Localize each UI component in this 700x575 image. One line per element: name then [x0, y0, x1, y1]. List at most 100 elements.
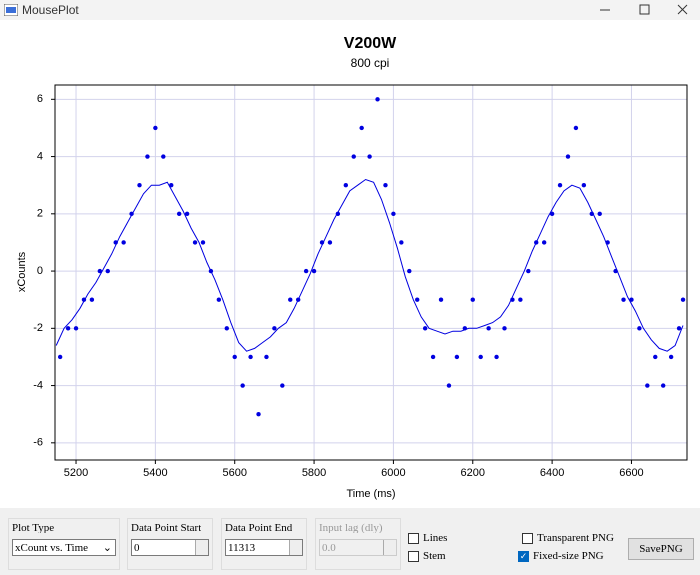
x-tick-label: 5400	[143, 467, 167, 479]
save-button-label: SavePNG	[639, 543, 683, 555]
data-point	[335, 211, 341, 217]
data-point	[454, 354, 460, 360]
stem-checkbox[interactable]: Stem	[408, 550, 446, 562]
y-axis-label: xCounts	[16, 251, 28, 292]
data-point	[89, 297, 95, 302]
title-bar: MousePlot	[0, 0, 700, 20]
x-tick-label: 6600	[619, 467, 643, 479]
data-point	[597, 211, 602, 217]
y-tick-label: 2	[37, 208, 43, 220]
data-point	[145, 154, 150, 159]
data-point	[589, 211, 594, 217]
app-icon	[4, 4, 18, 16]
plot-type-group: Plot Type xCount vs. Time ⌄	[8, 518, 120, 570]
checkbox-box: ✓	[518, 550, 529, 562]
data-point	[137, 182, 142, 188]
transparent-checkbox[interactable]: Transparent PNG	[522, 532, 614, 544]
data-point	[391, 211, 396, 217]
data-point	[478, 354, 483, 360]
data-point	[581, 182, 587, 188]
data-point	[676, 326, 682, 331]
lag-value: 0.0	[322, 542, 336, 554]
x-tick-label: 6400	[540, 467, 564, 479]
plot-frame	[54, 84, 688, 461]
start-label: Data Point Start	[131, 522, 202, 533]
data-point	[327, 240, 333, 245]
data-point	[621, 297, 626, 302]
data-point	[534, 240, 539, 245]
data-point	[256, 411, 261, 417]
data-line	[55, 178, 684, 352]
data-point	[470, 297, 475, 302]
start-value: 0	[134, 542, 140, 554]
lag-label: Input lag (dly)	[319, 522, 383, 533]
data-point	[613, 268, 618, 274]
data-point	[557, 182, 563, 188]
data-point	[565, 154, 571, 159]
data-point	[526, 268, 531, 274]
data-point	[351, 154, 356, 159]
data-point	[295, 297, 301, 302]
window-buttons[interactable]	[590, 0, 700, 20]
data-point	[105, 268, 110, 274]
data-point	[375, 97, 380, 102]
data-point	[486, 326, 491, 331]
data-point	[184, 211, 190, 217]
data-point	[415, 297, 420, 302]
data-point	[399, 240, 404, 245]
lines-checkbox[interactable]: Lines	[408, 532, 447, 544]
data-point	[605, 240, 610, 245]
data-point	[208, 268, 214, 274]
data-point	[216, 297, 222, 302]
fixed-checkbox[interactable]: ✓ Fixed-size PNG	[518, 550, 604, 562]
data-point	[359, 125, 364, 131]
data-point	[660, 383, 666, 388]
end-group: Data Point End 11313	[221, 518, 307, 570]
y-tick-label: 0	[37, 265, 43, 277]
stem-label: Stem	[423, 550, 446, 562]
save-button[interactable]: SavePNG	[628, 538, 694, 560]
data-point	[311, 268, 317, 274]
x-tick-label: 5800	[302, 467, 326, 479]
start-input[interactable]: 0	[131, 539, 209, 556]
checkbox-box	[522, 532, 533, 544]
end-label: Data Point End	[225, 522, 293, 533]
data-point	[462, 326, 468, 331]
x-tick-label: 6000	[381, 467, 405, 479]
y-tick-label: -6	[33, 437, 43, 449]
data-point	[200, 240, 206, 245]
data-point	[248, 354, 253, 360]
data-point	[169, 182, 174, 188]
data-point	[518, 297, 523, 302]
data-point	[113, 240, 118, 245]
window-title: MousePlot	[22, 3, 79, 17]
data-point	[494, 354, 499, 360]
data-point	[541, 240, 547, 245]
data-point	[232, 354, 237, 360]
end-input[interactable]: 11313	[225, 539, 303, 556]
y-tick-label: 4	[37, 150, 43, 162]
y-tick-label: -4	[33, 379, 43, 391]
y-tick-label: 6	[37, 93, 43, 105]
transparent-label: Transparent PNG	[537, 532, 614, 544]
data-point	[65, 326, 71, 331]
lag-group: Input lag (dly) 0.0	[315, 518, 401, 570]
data-point	[272, 326, 277, 331]
x-tick-label: 5600	[222, 467, 246, 479]
plot-type-select[interactable]: xCount vs. Time ⌄	[12, 539, 116, 556]
data-point	[192, 240, 198, 245]
data-point	[224, 326, 229, 331]
plot-type-label: Plot Type	[12, 522, 55, 533]
data-point	[288, 297, 293, 302]
data-point	[645, 383, 650, 388]
data-point	[637, 326, 642, 331]
start-group: Data Point Start 0	[127, 518, 213, 570]
data-point	[383, 182, 388, 188]
lines-label: Lines	[423, 532, 448, 544]
checkbox-box	[408, 550, 419, 562]
data-point	[367, 154, 372, 159]
chart-subtitle: 800 cpi	[351, 56, 390, 70]
data-point	[422, 326, 428, 331]
data-point	[280, 383, 285, 388]
